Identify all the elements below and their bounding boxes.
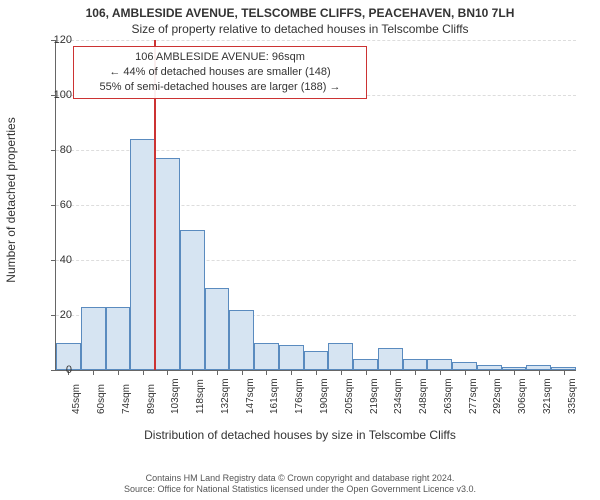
histogram-bar [304, 351, 329, 370]
histogram-bar [452, 362, 477, 370]
histogram-bar [106, 307, 131, 370]
xtick-label: 132sqm [220, 378, 231, 414]
ytick-label: 20 [42, 309, 72, 321]
histogram-bar [427, 359, 452, 370]
histogram-bar [180, 230, 205, 370]
ytick-label: 80 [42, 144, 72, 156]
xtick-mark [316, 370, 317, 375]
xtick-label: 118sqm [195, 379, 206, 414]
xtick-label: 234sqm [393, 378, 404, 414]
xtick-mark [514, 370, 515, 375]
xtick-label: 335sqm [567, 378, 578, 414]
xtick-mark [93, 370, 94, 375]
histogram-bar [403, 359, 428, 370]
histogram-bar [81, 307, 106, 370]
xtick-label: 277sqm [468, 378, 479, 414]
footer: Contains HM Land Registry data © Crown c… [0, 473, 600, 496]
xtick-mark [167, 370, 168, 375]
xtick-mark [390, 370, 391, 375]
xtick-mark [242, 370, 243, 375]
xtick-mark [341, 370, 342, 375]
xtick-mark [143, 370, 144, 375]
gridline [56, 40, 576, 41]
xtick-mark [465, 370, 466, 375]
ytick-label: 120 [42, 34, 72, 46]
xtick-label: 103sqm [170, 378, 181, 414]
xtick-label: 74sqm [121, 384, 132, 414]
histogram-bar [378, 348, 403, 370]
chart-title-sub: Size of property relative to detached ho… [0, 20, 600, 36]
histogram-bar [353, 359, 378, 370]
xtick-mark [564, 370, 565, 375]
histogram-bar [155, 158, 180, 370]
histogram-bar [254, 343, 279, 371]
xtick-label: 161sqm [269, 378, 280, 414]
xtick-mark [192, 370, 193, 375]
info-box-line2: ← 44% of detached houses are smaller (14… [80, 65, 360, 80]
xtick-label: 89sqm [146, 384, 157, 414]
y-axis-title: Number of detached properties [4, 117, 18, 282]
chart-title-main: 106, AMBLESIDE AVENUE, TELSCOMBE CLIFFS,… [0, 0, 600, 20]
xtick-mark [217, 370, 218, 375]
footer-line4: Source: Office for National Statistics l… [0, 484, 600, 496]
xtick-label: 190sqm [319, 378, 330, 414]
xtick-mark [539, 370, 540, 375]
info-box: 106 AMBLESIDE AVENUE: 96sqm ← 44% of det… [73, 46, 367, 99]
x-axis-title: Distribution of detached houses by size … [0, 428, 600, 442]
xtick-label: 147sqm [245, 378, 256, 414]
xtick-mark [291, 370, 292, 375]
histogram-bar [130, 139, 155, 370]
xtick-mark [266, 370, 267, 375]
ytick-label: 0 [42, 364, 72, 376]
xtick-label: 176sqm [294, 378, 305, 414]
xtick-label: 219sqm [369, 378, 380, 414]
xtick-mark [440, 370, 441, 375]
histogram-bar [279, 345, 304, 370]
info-box-line3: 55% of semi-detached houses are larger (… [80, 80, 360, 95]
xtick-label: 45sqm [71, 384, 82, 414]
xtick-label: 205sqm [344, 378, 355, 414]
xtick-label: 248sqm [418, 378, 429, 414]
xtick-mark [415, 370, 416, 375]
ytick-label: 60 [42, 199, 72, 211]
xtick-label: 321sqm [542, 378, 553, 414]
histogram-bar [205, 288, 230, 371]
ytick-label: 100 [42, 89, 72, 101]
xtick-mark [118, 370, 119, 375]
xtick-mark [366, 370, 367, 375]
xtick-label: 60sqm [96, 384, 107, 414]
histogram-bar [328, 343, 353, 371]
chart-container: 106, AMBLESIDE AVENUE, TELSCOMBE CLIFFS,… [0, 0, 600, 500]
xtick-label: 263sqm [443, 378, 454, 414]
footer-line1: Contains HM Land Registry data © Crown c… [0, 473, 600, 485]
info-box-line1: 106 AMBLESIDE AVENUE: 96sqm [80, 50, 360, 65]
ytick-label: 40 [42, 254, 72, 266]
xtick-label: 292sqm [492, 378, 503, 414]
xtick-mark [489, 370, 490, 375]
histogram-bar [229, 310, 254, 371]
xtick-label: 306sqm [517, 378, 528, 414]
